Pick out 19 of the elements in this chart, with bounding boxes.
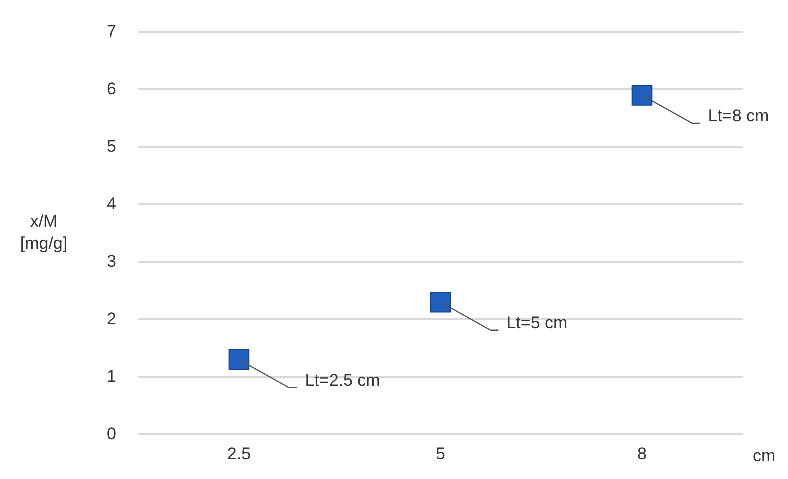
y-axis-title: x/M [mg/g] bbox=[20, 212, 68, 254]
y-tick-label: 7 bbox=[106, 22, 116, 41]
x-axis-title: cm bbox=[753, 446, 776, 466]
y-tick-label: 0 bbox=[106, 424, 116, 444]
y-tick-label: 3 bbox=[106, 252, 116, 271]
y-tick-label: 5 bbox=[106, 136, 116, 156]
x-tick-label: 2.5 bbox=[227, 444, 252, 464]
y-tick-label: 4 bbox=[106, 194, 116, 214]
point bbox=[228, 349, 250, 370]
annotation: Lt=5 cm bbox=[506, 314, 568, 333]
annotation: Lt=2.5 cm bbox=[305, 371, 380, 390]
x-tick-label: 5 bbox=[436, 444, 446, 464]
y-tick-label: 6 bbox=[106, 79, 116, 98]
y-tick-label: 2 bbox=[106, 309, 116, 328]
point bbox=[632, 85, 653, 106]
annotation: Lt=8 cm bbox=[708, 106, 770, 126]
y-tick-label: 1 bbox=[106, 366, 116, 386]
x-tick-label: 8 bbox=[638, 444, 647, 464]
point bbox=[430, 292, 452, 313]
